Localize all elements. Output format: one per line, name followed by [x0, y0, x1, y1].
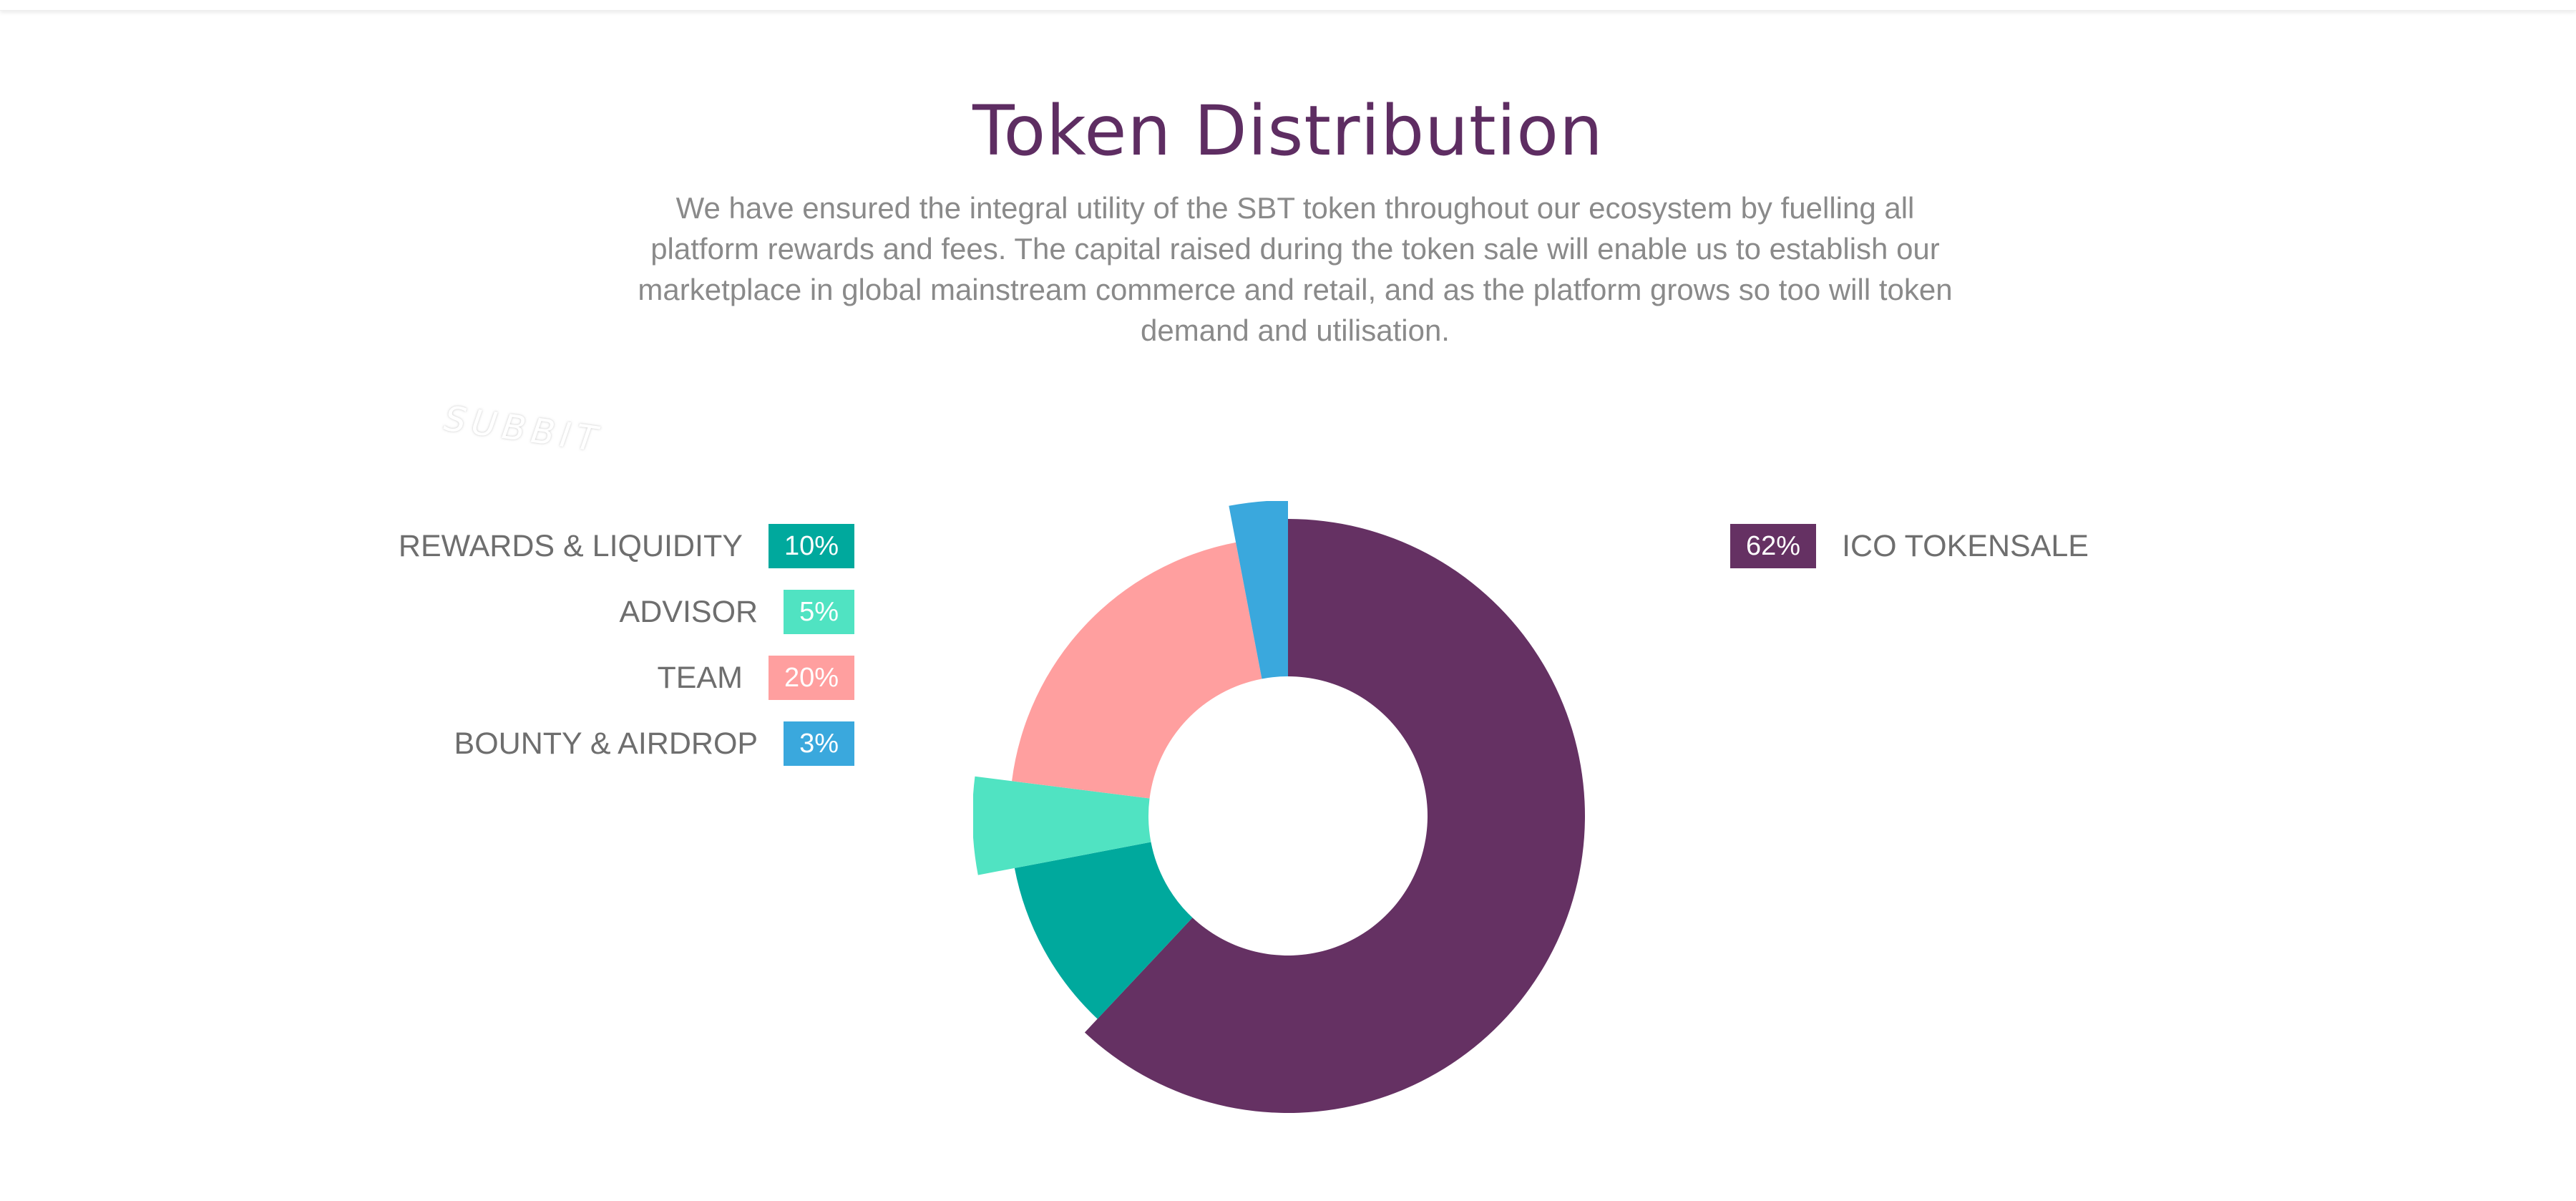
legend-badge: 5%	[784, 590, 854, 634]
donut-slice-bounty-airdrop	[1229, 501, 1288, 679]
section-description: We have ensured the integral utility of …	[638, 191, 1953, 347]
legend-label: ADVISOR	[619, 594, 758, 629]
legend-label: TEAM	[657, 660, 743, 695]
legend-item-team: TEAM 20%	[657, 656, 854, 700]
legend-badge: 10%	[768, 524, 854, 568]
legend-badge: 62%	[1730, 524, 1817, 568]
donut-slice-ico-tokensale	[1084, 519, 1585, 1113]
legend-label: ICO TOKENSALE	[1842, 528, 2089, 563]
donut-slice-advisor	[973, 776, 1151, 875]
legend-item-ico-tokensale: 62% ICO TOKENSALE	[1730, 524, 2089, 568]
top-nav-bar	[0, 0, 2576, 11]
donut-slice-team	[1012, 542, 1262, 799]
legend-item-rewards-liquidity: REWARDS & LIQUIDITY 10%	[399, 524, 854, 568]
legend-label: BOUNTY & AIRDROP	[454, 726, 758, 761]
section-title: Token Distribution	[972, 91, 1604, 171]
watermark-logo: SUBBIT	[441, 398, 605, 461]
legend-item-advisor: ADVISOR 5%	[620, 590, 854, 634]
donut-chart	[973, 501, 1603, 1131]
legend-label: REWARDS & LIQUIDITY	[398, 528, 743, 563]
legend-item-bounty-airdrop: BOUNTY & AIRDROP 3%	[454, 721, 854, 766]
donut-slice-rewards-liquidity	[1014, 842, 1193, 1019]
legend-badge: 3%	[784, 721, 854, 766]
legend-badge: 20%	[768, 656, 854, 700]
donut-chart-svg	[973, 501, 1585, 1113]
